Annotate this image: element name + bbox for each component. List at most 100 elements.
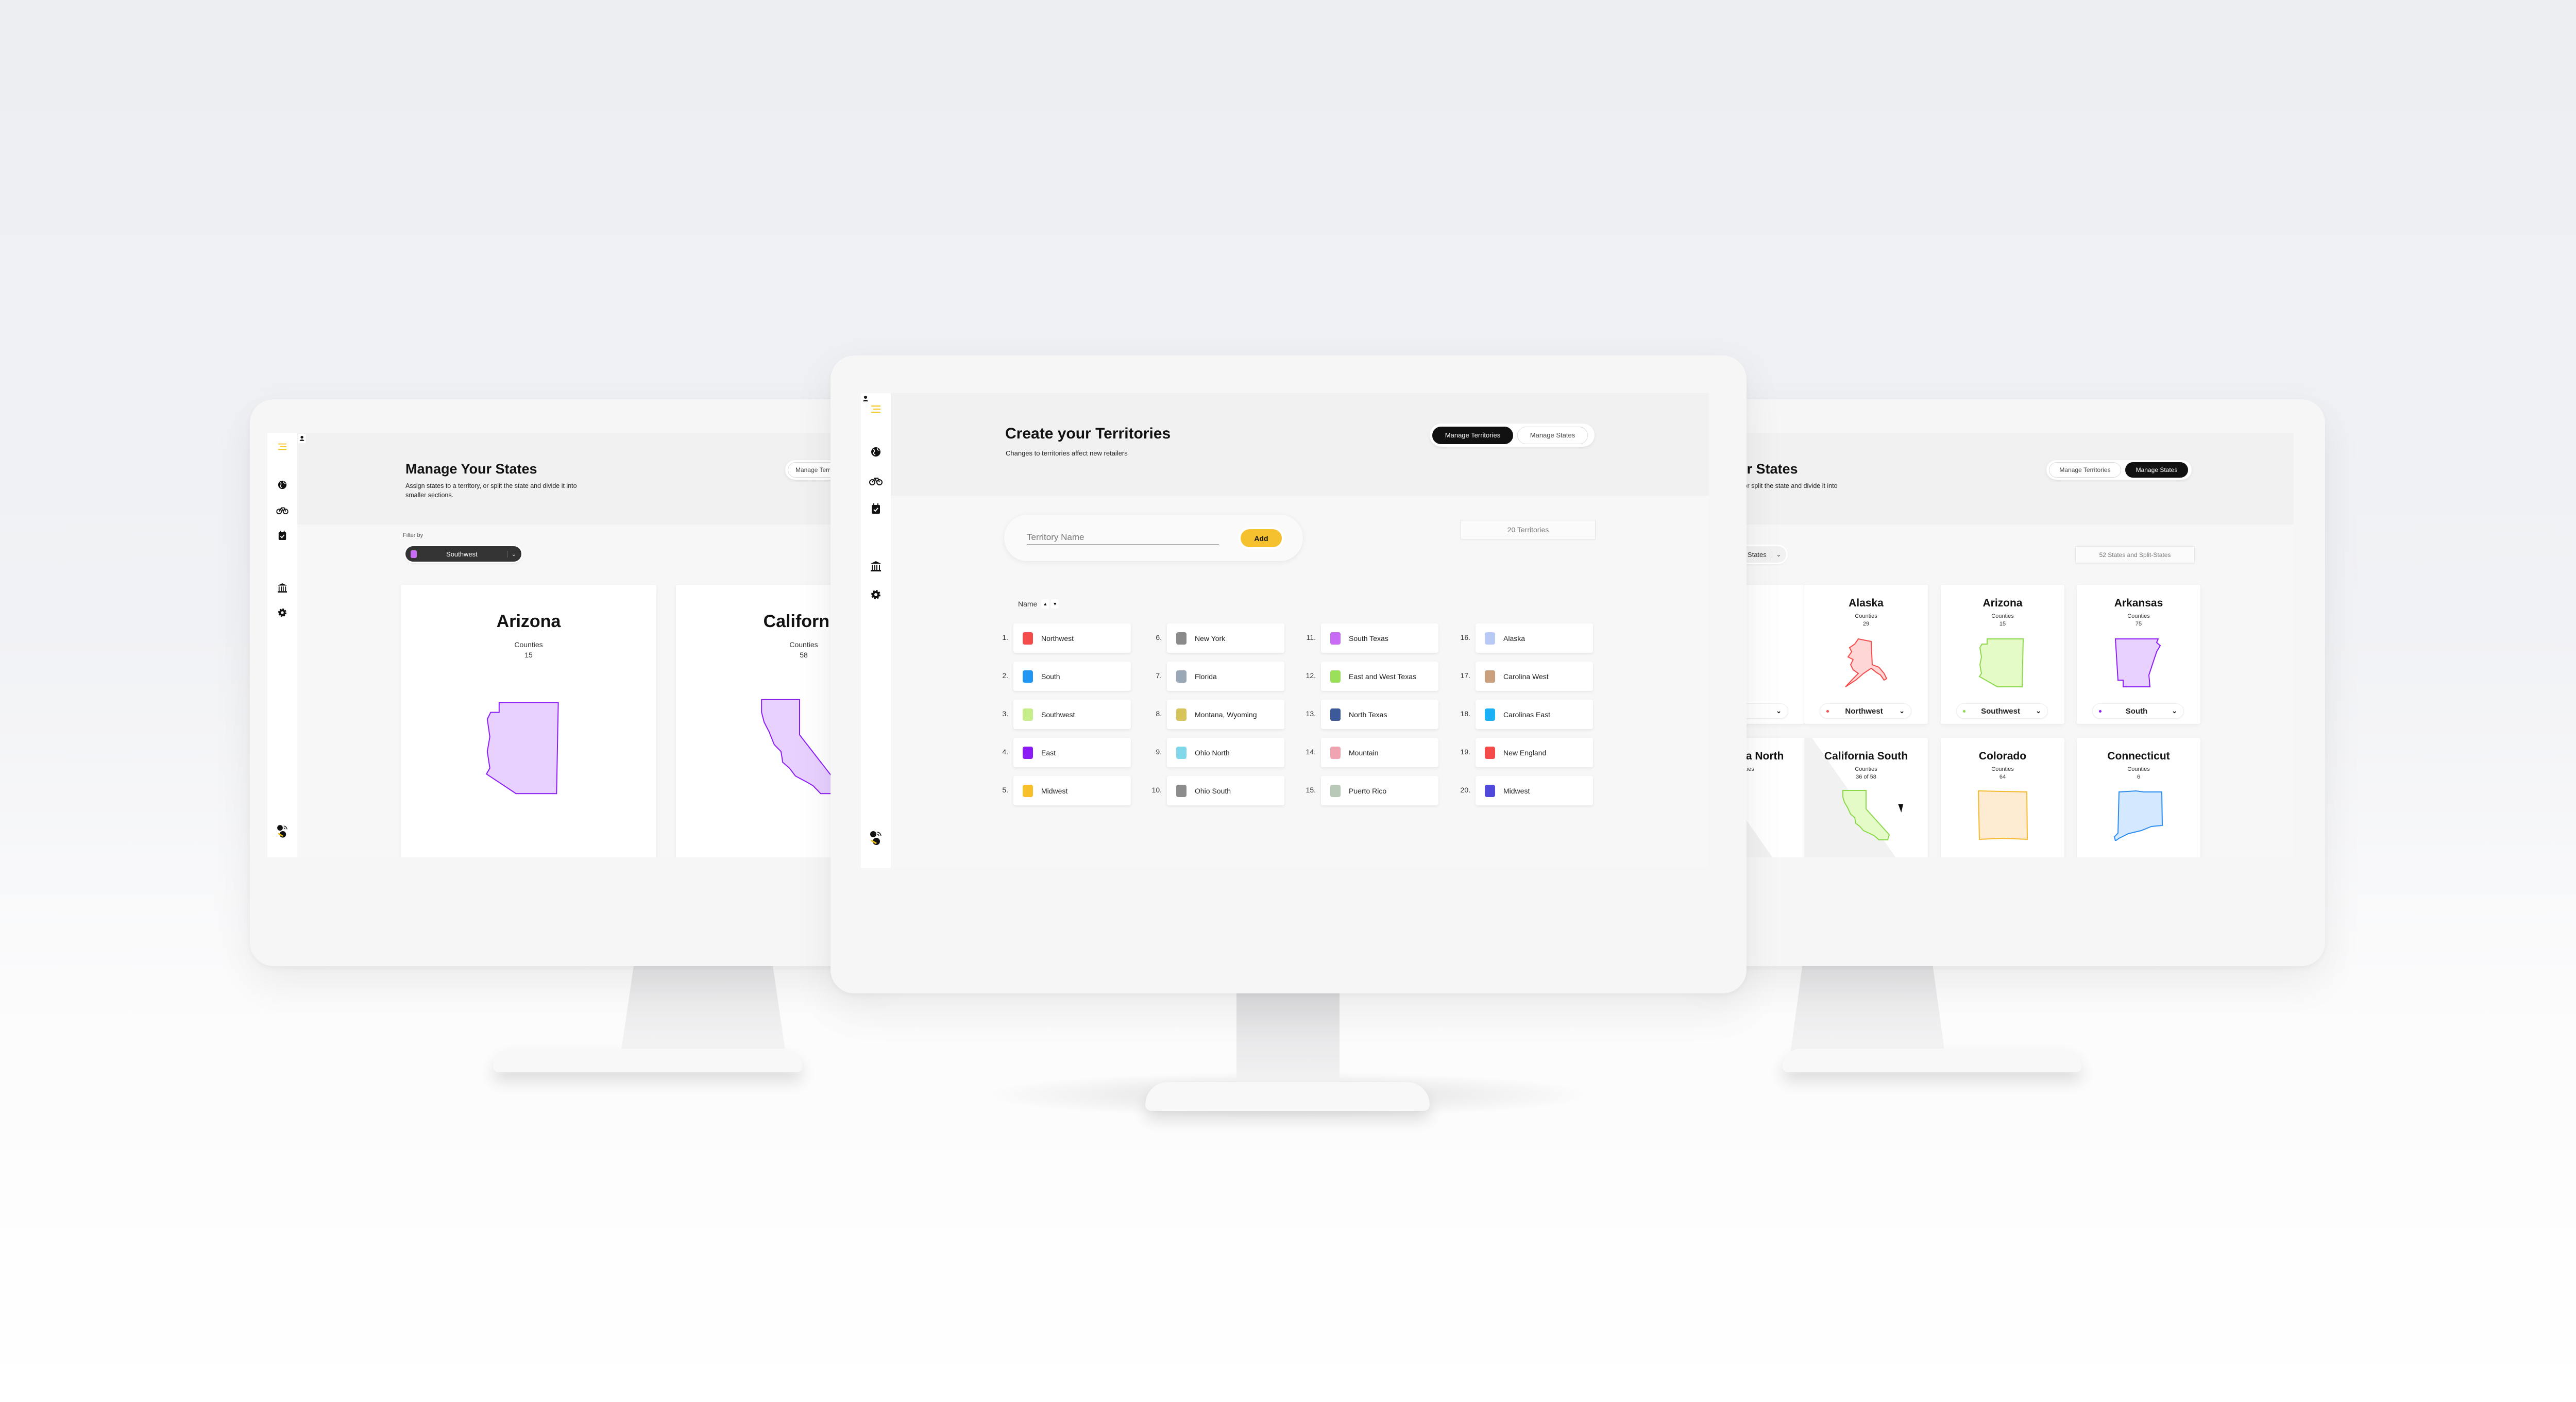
state-name: Arizona: [1982, 597, 2023, 609]
right-monitor-base: [1783, 1049, 2081, 1072]
territory-name: Southwest: [1041, 710, 1075, 719]
state-card[interactable]: Arizona Counties 15 Southwest ⌄: [1941, 585, 2064, 724]
globe-icon[interactable]: [276, 478, 290, 492]
territory-item[interactable]: New England: [1476, 738, 1593, 767]
territory-name-input[interactable]: [1027, 530, 1219, 545]
counties-label: Counties: [1991, 766, 2014, 772]
territory-color-swatch: [1485, 784, 1495, 797]
territory-item[interactable]: Carolinas East: [1476, 700, 1593, 729]
counties-count: 75: [2135, 621, 2142, 627]
territory-item[interactable]: Midwest: [1013, 776, 1131, 805]
menu-icon[interactable]: [276, 440, 290, 454]
gear-icon[interactable]: [868, 587, 884, 602]
territory-name: New York: [1195, 634, 1226, 643]
territory-number: 15.: [1306, 786, 1316, 794]
add-button[interactable]: Add: [1241, 529, 1282, 547]
connecticut-map-shape: [2113, 789, 2164, 841]
territory-item[interactable]: South Texas: [1321, 623, 1438, 653]
territory-item[interactable]: South: [1013, 662, 1131, 691]
counties-count: 58: [800, 651, 808, 659]
filter-value: Southwest: [446, 550, 478, 558]
territory-select[interactable]: Northwest ⌄: [1820, 703, 1911, 719]
center-monitor-base: [1145, 1082, 1430, 1111]
calendar-check-icon[interactable]: [276, 529, 290, 543]
territory-name: Ohio South: [1195, 786, 1231, 795]
territory-item[interactable]: Ohio South: [1167, 776, 1284, 805]
territory-item[interactable]: East: [1013, 738, 1131, 767]
territory-item[interactable]: North Texas: [1321, 700, 1438, 729]
state-card[interactable]: Alaska Counties 29 Northwest ⌄: [1804, 585, 1928, 724]
territory-name: Ohio North: [1195, 748, 1230, 757]
territory-select[interactable]: South ⌄: [2092, 703, 2184, 719]
menu-icon[interactable]: [868, 401, 884, 417]
manage-states-button[interactable]: Manage States: [2125, 462, 2188, 478]
territory-name: South: [1041, 672, 1060, 681]
counties-label: Counties: [1855, 766, 1877, 772]
page-title: Create your Territories: [1005, 425, 1171, 442]
territory-filter-dropdown[interactable]: Southwest ⌄: [405, 546, 521, 562]
state-card[interactable]: Arkansas Counties 75 South ⌄: [2077, 585, 2200, 724]
territory-item[interactable]: Southwest: [1013, 700, 1131, 729]
territory-color-swatch: [1023, 746, 1033, 759]
chevron-down-icon: ⌄: [1776, 707, 1782, 715]
contacts-icon[interactable]: [861, 393, 1709, 407]
manage-territories-button[interactable]: Manage Territories: [1432, 426, 1513, 444]
calendar-check-icon[interactable]: [868, 501, 884, 516]
territory-color-swatch: [1485, 670, 1495, 683]
territory-item[interactable]: Ohio North: [1167, 738, 1284, 767]
territory-item[interactable]: Carolina West: [1476, 662, 1593, 691]
territory-number: 1.: [1002, 633, 1008, 641]
territory-name: North Texas: [1349, 710, 1387, 719]
state-name: Connecticut: [2107, 750, 2170, 762]
state-name: Arkansas: [2114, 597, 2163, 609]
counties-count: 6: [2137, 774, 2141, 780]
territory-item[interactable]: Mountain: [1321, 738, 1438, 767]
sort-by-name: Name ▲ ▼: [1018, 599, 1059, 609]
sidebar: [267, 433, 297, 857]
state-card[interactable]: California South Counties 36 of 58: [1804, 738, 1928, 857]
territory-color-swatch: [1330, 670, 1341, 683]
globe-icon[interactable]: [868, 444, 884, 460]
territory-item[interactable]: Alaska: [1476, 623, 1593, 653]
contacts-icon[interactable]: [298, 433, 845, 446]
territory-item[interactable]: Puerto Rico: [1321, 776, 1438, 805]
state-card[interactable]: Arizona Counties 15: [401, 585, 656, 857]
territory-color-swatch: [1176, 632, 1187, 645]
counties-label: Counties: [1991, 613, 2014, 619]
state-card[interactable]: Colorado Counties 64: [1941, 738, 2064, 857]
territory-color-swatch: [1023, 670, 1033, 683]
territory-item[interactable]: Midwest: [1476, 776, 1593, 805]
gear-icon[interactable]: [276, 606, 290, 620]
manage-states-button[interactable]: Manage States: [1517, 426, 1588, 444]
territory-color-swatch: [1176, 746, 1187, 759]
territory-name: Midwest: [1041, 786, 1068, 795]
bike-icon[interactable]: [276, 503, 290, 517]
territory-select[interactable]: Southwest ⌄: [1956, 703, 2048, 719]
counties-count: 64: [1999, 774, 2006, 780]
territory-name: Carolinas East: [1503, 710, 1551, 719]
counties-label: Counties: [2127, 766, 2150, 772]
territory-item[interactable]: New York: [1167, 623, 1284, 653]
bank-icon[interactable]: [276, 581, 290, 595]
chevron-down-icon: ⌄: [2172, 707, 2177, 715]
territory-item[interactable]: Florida: [1167, 662, 1284, 691]
bank-icon[interactable]: [868, 559, 884, 574]
bike-icon[interactable]: [868, 473, 884, 488]
sort-descending-icon[interactable]: ▼: [1051, 599, 1059, 609]
arizona-map-shape: [1977, 636, 2028, 688]
territory-color-swatch: [1485, 746, 1495, 759]
territory-item[interactable]: East and West Texas: [1321, 662, 1438, 691]
sort-ascending-icon[interactable]: ▲: [1041, 599, 1049, 609]
territory-color-swatch: [1176, 670, 1187, 683]
territory-color-swatch: [1485, 708, 1495, 721]
territory-color-swatch: [1330, 746, 1341, 759]
left-screen: Manage Your States Assign states to a te…: [267, 433, 875, 857]
page-title: Manage Your States: [405, 461, 537, 477]
page-subtitle: Changes to territories affect new retail…: [1006, 449, 1128, 457]
territory-item[interactable]: Northwest: [1013, 623, 1131, 653]
territory-item[interactable]: Montana, Wyoming: [1167, 700, 1284, 729]
chevron-down-icon: ⌄: [1899, 707, 1905, 715]
manage-territories-button[interactable]: Manage Territories: [2049, 462, 2121, 478]
counties-count: 15: [1999, 621, 2006, 627]
state-card[interactable]: Connecticut Counties 6: [2077, 738, 2200, 857]
